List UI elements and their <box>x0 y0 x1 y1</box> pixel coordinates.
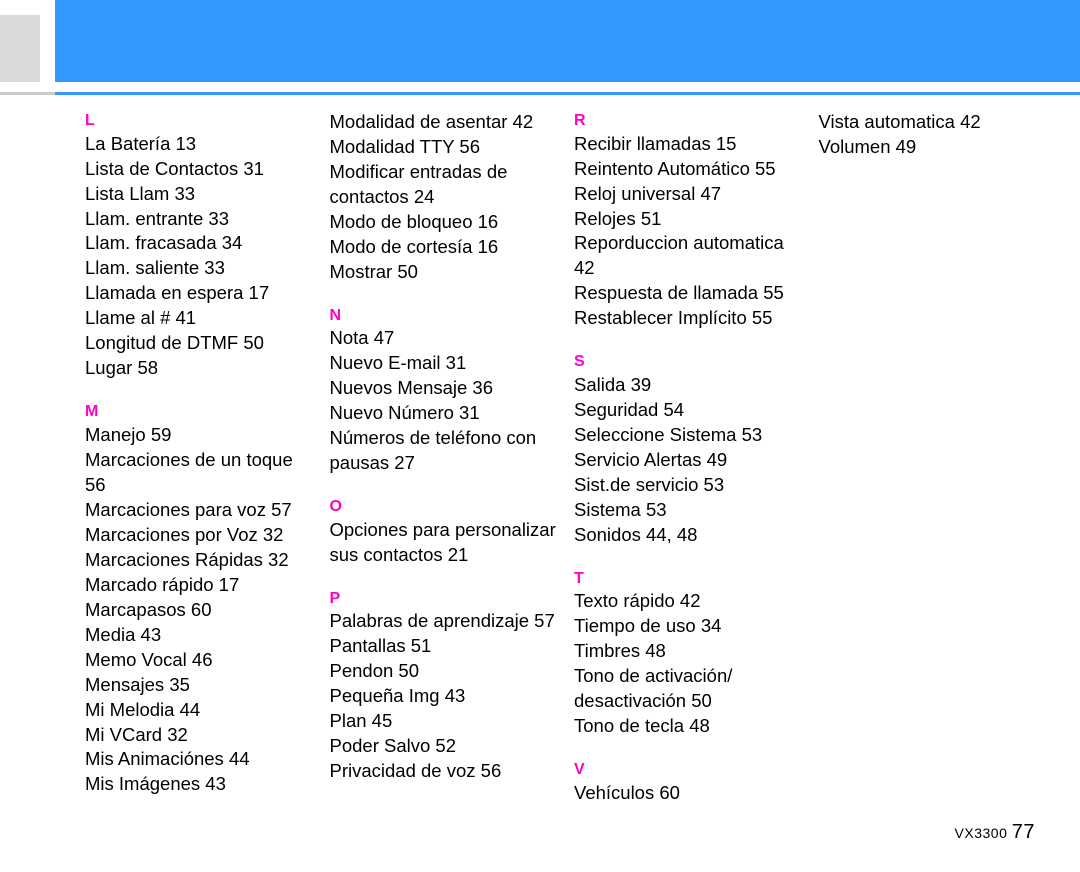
margin-tab <box>0 15 40 82</box>
index-entry: Salida 39 <box>574 373 801 398</box>
rule-blue <box>55 92 1080 95</box>
model-label: VX3300 <box>955 825 1008 841</box>
index-entry: Tono de tecla 48 <box>574 714 801 739</box>
index-entry: Timbres 48 <box>574 639 801 664</box>
index-entry: Llam. saliente 33 <box>85 256 312 281</box>
index-entry: Nuevo E-mail 31 <box>330 351 557 376</box>
index-entry: Reloj universal 47 <box>574 182 801 207</box>
index-letter-p: P <box>330 588 557 610</box>
index-entry: Llamada en espera 17 <box>85 281 312 306</box>
index-letter-m: M <box>85 401 312 423</box>
index-entry: Pendon 50 <box>330 659 557 684</box>
index-entry: Opciones para personalizar sus contactos… <box>330 518 557 568</box>
page-footer: VX3300 77 <box>955 821 1035 844</box>
index-entry: Pantallas 51 <box>330 634 557 659</box>
index-entry: Media 43 <box>85 623 312 648</box>
index-entry: Privacidad de voz 56 <box>330 759 557 784</box>
index-entry: Mi Melodia 44 <box>85 698 312 723</box>
index-entry: Marcapasos 60 <box>85 598 312 623</box>
index-entry: Seguridad 54 <box>574 398 801 423</box>
index-entry: Modalidad de asentar 42 <box>330 110 557 135</box>
index-letter-t: T <box>574 568 801 590</box>
index-entry: Longitud de DTMF 50 <box>85 331 312 356</box>
index-entry: Reintento Automático 55 <box>574 157 801 182</box>
index-entry: Memo Vocal 46 <box>85 648 312 673</box>
index-letter-s: S <box>574 351 801 373</box>
index-entry: Lugar 58 <box>85 356 312 381</box>
index-entry: Nuevos Mensaje 36 <box>330 376 557 401</box>
index-entry: Llam. fracasada 34 <box>85 231 312 256</box>
index-entry: Marcado rápido 17 <box>85 573 312 598</box>
index-entry: Modificar entradas de contactos 24 <box>330 160 557 210</box>
index-entry: Seleccione Sistema 53 <box>574 423 801 448</box>
index-entry: Mis Imágenes 43 <box>85 772 312 797</box>
index-entry: Marcaciones de un toque 56 <box>85 448 312 498</box>
index-letter-l: L <box>85 110 312 132</box>
index-entry: Palabras de aprendizaje 57 <box>330 609 557 634</box>
index-letter-n: N <box>330 305 557 327</box>
index-entry: Poder Salvo 52 <box>330 734 557 759</box>
index-entry: Pequeña Img 43 <box>330 684 557 709</box>
index-entry: Sonidos 44, 48 <box>574 523 801 548</box>
index-entry: Relojes 51 <box>574 207 801 232</box>
index-entry: Mis Animaciónes 44 <box>85 747 312 772</box>
index-entry: Modo de bloqueo 16 <box>330 210 557 235</box>
index-letter-v: V <box>574 759 801 781</box>
index-entry: Sistema 53 <box>574 498 801 523</box>
index-entry: Vista automatica 42 <box>819 110 1046 135</box>
index-entry: Restablecer Implícito 55 <box>574 306 801 331</box>
index-entry: Volumen 49 <box>819 135 1046 160</box>
index-entry: Marcaciones Rápidas 32 <box>85 548 312 573</box>
index-entry: Tiempo de uso 34 <box>574 614 801 639</box>
page-number: 77 <box>1012 821 1035 843</box>
index-entry: Servicio Alertas 49 <box>574 448 801 473</box>
index-entry: Modalidad TTY 56 <box>330 135 557 160</box>
index-entry: Nota 47 <box>330 326 557 351</box>
index-entry: Texto rápido 42 <box>574 589 801 614</box>
index-entry: Vehículos 60 <box>574 781 801 806</box>
index-columns: LLa Batería 13Lista de Contactos 31Lista… <box>85 110 1045 810</box>
index-entry: Lista Llam 33 <box>85 182 312 207</box>
index-letter-o: O <box>330 496 557 518</box>
index-entry: Números de teléfono con pausas 27 <box>330 426 557 476</box>
index-entry: Manejo 59 <box>85 423 312 448</box>
index-entry: Marcaciones para voz 57 <box>85 498 312 523</box>
header-bar <box>55 0 1080 82</box>
index-entry: Recibir llamadas 15 <box>574 132 801 157</box>
index-entry: Tono de activación/ desactivación 50 <box>574 664 801 714</box>
index-entry: Modo de cortesía 16 <box>330 235 557 260</box>
index-entry: Mensajes 35 <box>85 673 312 698</box>
index-entry: Reporduccion automatica 42 <box>574 231 801 281</box>
index-entry: Llam. entrante 33 <box>85 207 312 232</box>
index-entry: Mi VCard 32 <box>85 723 312 748</box>
index-entry: Plan 45 <box>330 709 557 734</box>
index-entry: Nuevo Número 31 <box>330 401 557 426</box>
index-letter-r: R <box>574 110 801 132</box>
index-entry: Marcaciones por Voz 32 <box>85 523 312 548</box>
index-entry: La Batería 13 <box>85 132 312 157</box>
index-entry: Llame al # 41 <box>85 306 312 331</box>
index-entry: Mostrar 50 <box>330 260 557 285</box>
index-entry: Sist.de servicio 53 <box>574 473 801 498</box>
index-entry: Respuesta de llamada 55 <box>574 281 801 306</box>
index-entry: Lista de Contactos 31 <box>85 157 312 182</box>
